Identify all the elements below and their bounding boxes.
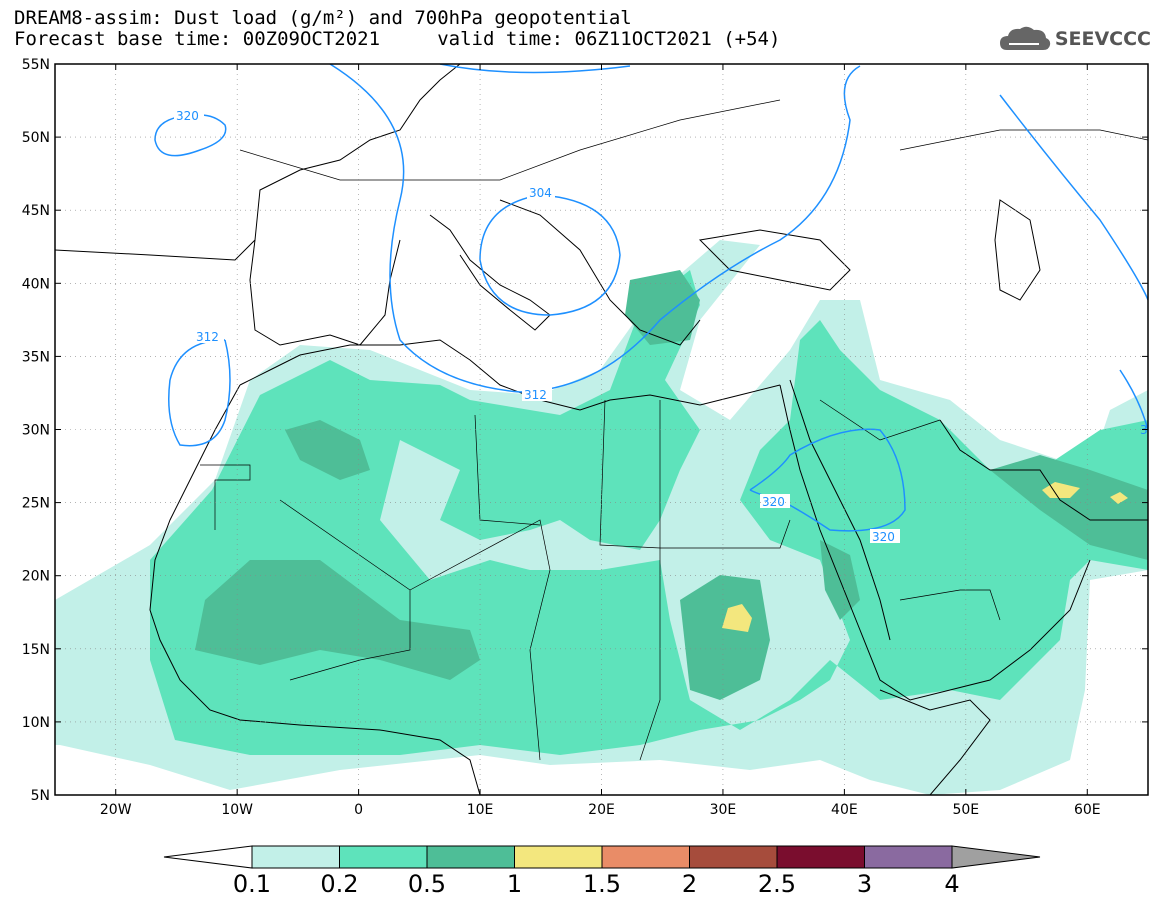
colorbar-label: 2 — [682, 870, 697, 898]
colorbar-label: 1.5 — [583, 870, 621, 898]
colorbar-under-triangle — [163, 845, 253, 869]
geopotential-contours — [154, 64, 1148, 532]
border — [819, 399, 941, 441]
lat-tick-label: 30N — [22, 423, 50, 439]
dust-shading — [55, 240, 1148, 795]
contour-312-west — [168, 339, 231, 447]
coastline-north-africa — [239, 339, 781, 411]
seevccc-logo: SEEVCCC — [999, 24, 1151, 54]
dust-band-0-5 — [680, 575, 770, 700]
title-line-1: DREAM8-assim: Dust load (g/m²) and 700hP… — [14, 7, 632, 29]
coastline-balkans — [499, 199, 701, 346]
lon-tick-label: 20E — [588, 802, 615, 818]
contour-320-north — [154, 114, 227, 157]
contour-312 — [329, 64, 861, 393]
contour-east — [999, 94, 1148, 301]
logo-text: SEEVCCC — [1054, 28, 1151, 50]
lat-tick-label: 35N — [22, 349, 50, 365]
coastline-europe — [55, 64, 461, 261]
contour-label: 304 — [529, 186, 552, 200]
coastline-red-sea — [779, 384, 1091, 701]
colorbar-swatch — [251, 845, 340, 869]
cloud-icon — [999, 26, 1050, 50]
colorbar-swatch — [601, 845, 690, 869]
colorbar-label: 0.2 — [320, 870, 358, 898]
lat-tick-label: 25N — [22, 496, 50, 512]
longitude-axis: 20W 10W 0 10E 20E 30E 40E 50E 60E — [100, 64, 1101, 818]
dust-band-0-5 — [625, 270, 700, 345]
colorbar-swatch — [339, 845, 428, 869]
colorbar-swatch — [426, 845, 515, 869]
border — [239, 99, 781, 181]
lat-tick-label: 20N — [22, 569, 50, 585]
colorbar-label: 3 — [857, 870, 872, 898]
lon-tick-label: 0 — [354, 802, 363, 818]
contour-label: 312 — [524, 388, 547, 402]
colorbar-label: 2.5 — [758, 870, 796, 898]
colorbar-label: 4 — [944, 870, 959, 898]
contour-label: 312 — [196, 330, 219, 344]
dust-band-1 — [1042, 482, 1080, 498]
coastlines — [55, 64, 1148, 795]
coastline-arabia — [789, 379, 891, 641]
contour-304 — [479, 194, 621, 316]
latitude-axis: 55N 50N 45N 40N 35N 30N 25N 20N 15N 10N 5N — [22, 57, 1148, 804]
border — [599, 399, 661, 549]
contour-label: 320 — [762, 495, 785, 509]
lat-tick-label: 10N — [22, 715, 50, 731]
coastline-italy — [429, 214, 551, 331]
border — [279, 499, 411, 681]
lon-tick-label: 10W — [221, 802, 253, 818]
lat-tick-label: 50N — [22, 130, 50, 146]
coastline-gulf — [939, 419, 1148, 521]
colorbar-over-triangle — [951, 845, 1041, 869]
colorbar-label: 1 — [507, 870, 522, 898]
colorbar-label: 0.1 — [233, 870, 271, 898]
border — [899, 589, 1001, 621]
dust-band-1 — [1110, 492, 1128, 504]
contour-north-top — [439, 64, 631, 74]
dust-band-0-5 — [990, 455, 1148, 560]
coastline-west-africa — [149, 384, 481, 795]
colorbar-swatch — [689, 845, 778, 869]
border — [639, 548, 661, 761]
lat-tick-label: 40N — [22, 276, 50, 292]
lon-tick-label: 10E — [467, 802, 494, 818]
contour-label: 320 — [176, 109, 199, 123]
dust-band-1 — [722, 604, 752, 632]
lat-tick-label: 15N — [22, 642, 50, 658]
border — [899, 129, 1148, 151]
lat-tick-label: 55N — [22, 57, 50, 73]
coastline-horn — [879, 689, 991, 795]
border — [200, 464, 251, 530]
contour-labels: 320 304 312 312 320 320 3 — [174, 108, 1148, 544]
lat-tick-label: 5N — [31, 788, 50, 804]
colorbar-label: 0.5 — [408, 870, 446, 898]
lat-tick-label: 45N — [22, 203, 50, 219]
colorbar-swatch — [514, 845, 603, 869]
coastline-black-sea — [698, 229, 851, 291]
border — [660, 519, 791, 549]
colorbar-swatch — [864, 845, 953, 869]
lon-tick-label: 30E — [710, 802, 737, 818]
lon-tick-label: 60E — [1074, 802, 1101, 818]
lon-tick-label: 40E — [831, 802, 858, 818]
colorbar-swatch — [776, 845, 865, 869]
title-line-2: Forecast base time: 00Z09OCT2021 valid t… — [14, 28, 781, 50]
coastline-iberia — [249, 239, 401, 346]
coastline-caspian — [994, 199, 1041, 301]
lon-tick-label: 20W — [100, 802, 132, 818]
contour-east-2 — [1119, 369, 1148, 431]
contour-label: 320 — [872, 530, 895, 544]
colorbar: 0.1 0.2 0.5 1 1.5 2 2.5 3 4 — [163, 845, 1041, 898]
lon-tick-label: 50E — [952, 802, 979, 818]
border — [409, 519, 551, 761]
dust-band-0-5 — [285, 420, 370, 480]
map-title: DREAM8-assim: Dust load (g/m²) and 700hP… — [14, 8, 780, 50]
